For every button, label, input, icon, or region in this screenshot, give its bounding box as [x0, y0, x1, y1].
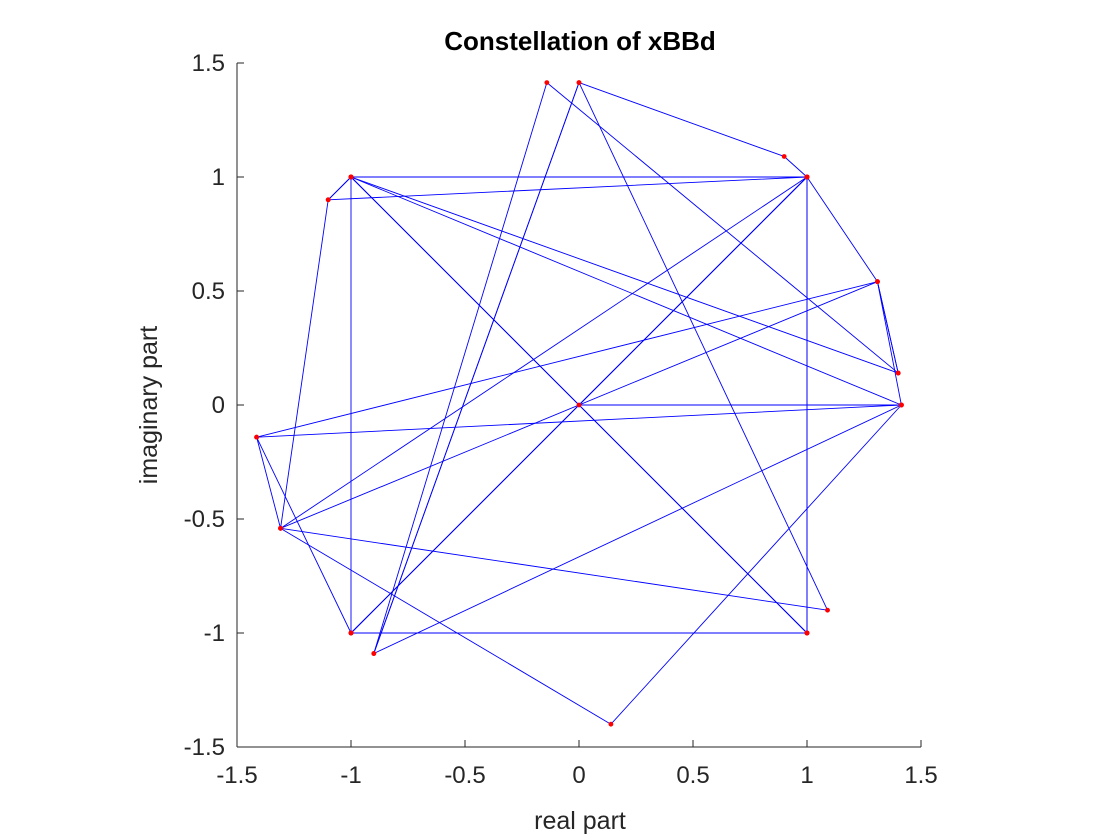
y-tick-label: 1.5	[192, 50, 225, 77]
constellation-point	[544, 80, 550, 86]
x-tick-label: 1.5	[904, 762, 937, 789]
trajectory-segment	[373, 404, 902, 654]
trajectory-segment	[578, 82, 785, 157]
y-tick-label: -0.5	[184, 506, 225, 533]
constellation-point	[254, 434, 260, 440]
constellation-point	[348, 174, 354, 180]
constellation-point	[371, 651, 377, 656]
constellation-markers	[254, 80, 904, 727]
trajectory-segment	[256, 404, 902, 438]
trajectory-segment	[783, 156, 808, 178]
x-axis-ticks: -1.5 -1 -0.5 0 0.5 1 1.5	[216, 740, 938, 789]
x-tick-label: 0.5	[676, 762, 709, 789]
trajectory-segment	[280, 176, 808, 529]
y-tick-label: 1	[212, 164, 225, 191]
chart-title: Constellation of xBBd	[444, 26, 716, 56]
constellation-point	[804, 174, 810, 180]
constellation-point	[895, 370, 901, 376]
trajectory-segment	[327, 176, 352, 201]
trajectory-segment	[877, 281, 899, 374]
constellation-point	[576, 402, 582, 408]
constellation-point	[576, 80, 582, 86]
constellation-point	[898, 402, 904, 408]
trajectory-segment	[610, 404, 902, 725]
trajectory-segment	[373, 82, 580, 654]
trajectory-segment	[280, 527, 612, 725]
constellation-point	[325, 197, 331, 203]
trajectory-segment	[256, 436, 281, 529]
trajectory-segment	[877, 281, 902, 406]
trajectory-segment	[256, 281, 878, 438]
constellation-point	[608, 721, 614, 727]
constellation-point	[875, 279, 880, 285]
y-axis-label: imaginary part	[135, 326, 163, 484]
y-tick-label: -1	[204, 620, 225, 647]
constellation-point	[804, 630, 810, 636]
y-tick-label: -1.5	[184, 734, 225, 761]
trajectory-segment	[806, 176, 878, 283]
x-axis-label: real part	[534, 807, 626, 835]
constellation-point	[781, 154, 787, 159]
trajectory-segment	[350, 176, 902, 406]
constellation-point	[278, 525, 283, 531]
trajectory-segment	[256, 436, 352, 634]
trajectory-segment	[546, 82, 899, 374]
x-tick-label: -1.5	[216, 762, 257, 789]
y-tick-label: 0.5	[192, 278, 225, 305]
y-axis-ticks: -1.5 -1 -0.5 0 0.5 1 1.5	[184, 50, 244, 761]
trajectory-segment	[280, 199, 329, 529]
trajectory-segment	[327, 176, 808, 201]
x-tick-label: 1	[800, 762, 813, 789]
x-tick-label: -0.5	[444, 762, 485, 789]
x-tick-label: 0	[572, 762, 585, 789]
trajectory-segment	[578, 82, 828, 611]
y-tick-label: 0	[212, 392, 225, 419]
constellation-trajectory	[256, 82, 902, 725]
trajectory-segment	[373, 82, 548, 654]
constellation-point	[825, 607, 830, 613]
trajectory-segment	[280, 527, 828, 611]
x-tick-label: -1	[340, 762, 361, 789]
constellation-point	[348, 630, 354, 636]
